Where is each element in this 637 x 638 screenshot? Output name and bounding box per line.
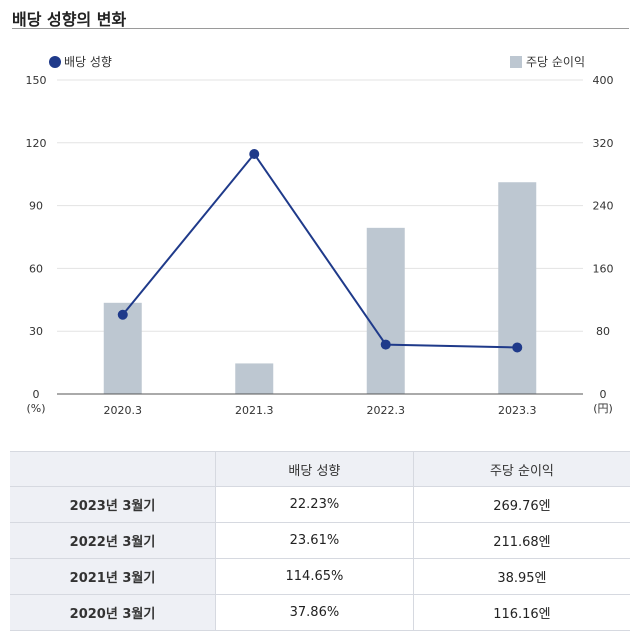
payout-cell: 37.86% — [215, 594, 414, 631]
payout-cell: 22.23% — [215, 486, 414, 523]
table-header-row: 배당 성향 주당 순이익 — [10, 451, 630, 487]
left-tick-label: 120 — [26, 137, 47, 150]
table-header-payout: 배당 성향 — [215, 451, 414, 487]
payout-point — [249, 148, 260, 159]
table-row: 2020년 3월기 37.86% 116.16엔 — [10, 594, 630, 631]
table-row: 2023년 3월기 22.23% 269.76엔 — [10, 486, 630, 523]
right-tick-label: 160 — [593, 262, 614, 275]
x-tick-label: 2023.3 — [498, 404, 537, 417]
legend-line-marker — [49, 56, 61, 68]
title-bar: 배당 성향의 변화 — [12, 4, 629, 29]
payout-cell: 23.61% — [215, 522, 414, 559]
data-table: 배당 성향 주당 순이익 2023년 3월기 22.23% 269.76엔 20… — [10, 451, 630, 631]
payout-point — [380, 339, 391, 350]
left-tick-label: 60 — [29, 262, 43, 275]
right-tick-label: 400 — [593, 74, 614, 87]
right-tick-label: 80 — [596, 325, 610, 338]
legend-eps-label: 주당 순이익 — [526, 55, 585, 69]
payout-cell: 114.65% — [215, 558, 414, 595]
table-row: 2021년 3월기 114.65% 38.95엔 — [10, 558, 630, 595]
left-tick-label: 90 — [29, 200, 43, 213]
x-tick-label: 2020.3 — [104, 404, 143, 417]
legend-bar-marker — [510, 56, 522, 68]
eps-bar — [366, 227, 405, 394]
left-unit-label: (%) — [26, 402, 45, 415]
row-label: 2022년 3월기 — [10, 522, 216, 559]
payout-point — [512, 342, 523, 353]
payout-line — [121, 152, 518, 349]
eps-cell: 211.68엔 — [412, 522, 630, 559]
table-row: 2022년 3월기 23.61% 211.68엔 — [10, 522, 630, 559]
legend-payout-label: 배당 성향 — [64, 55, 112, 69]
dividend-chart: 0 0 30 80 60 160 90 240 120 320 150 400 (%) (円) 2020.3… — [26, 55, 614, 417]
table-header-empty — [10, 451, 216, 487]
right-unit-label: (円) — [593, 402, 613, 415]
left-tick-label: 0 — [33, 388, 40, 401]
eps-bar — [498, 182, 537, 394]
right-tick-label: 240 — [593, 200, 614, 213]
left-tick-label: 30 — [29, 325, 43, 338]
payout-point — [117, 309, 128, 320]
left-tick-label: 150 — [26, 74, 47, 87]
x-tick-label: 2021.3 — [235, 404, 274, 417]
page-title: 배당 성향의 변화 — [12, 10, 127, 29]
eps-cell: 269.76엔 — [412, 486, 630, 523]
row-label: 2021년 3월기 — [10, 558, 216, 595]
table-header-eps: 주당 순이익 — [412, 451, 630, 487]
eps-cell: 38.95엔 — [412, 558, 630, 595]
right-tick-label: 320 — [593, 137, 614, 150]
eps-cell: 116.16엔 — [412, 594, 630, 631]
x-tick-label: 2022.3 — [367, 404, 406, 417]
eps-bar — [235, 363, 274, 394]
row-label: 2023년 3월기 — [10, 486, 216, 523]
row-label: 2020년 3월기 — [10, 594, 216, 631]
right-tick-label: 0 — [600, 388, 607, 401]
